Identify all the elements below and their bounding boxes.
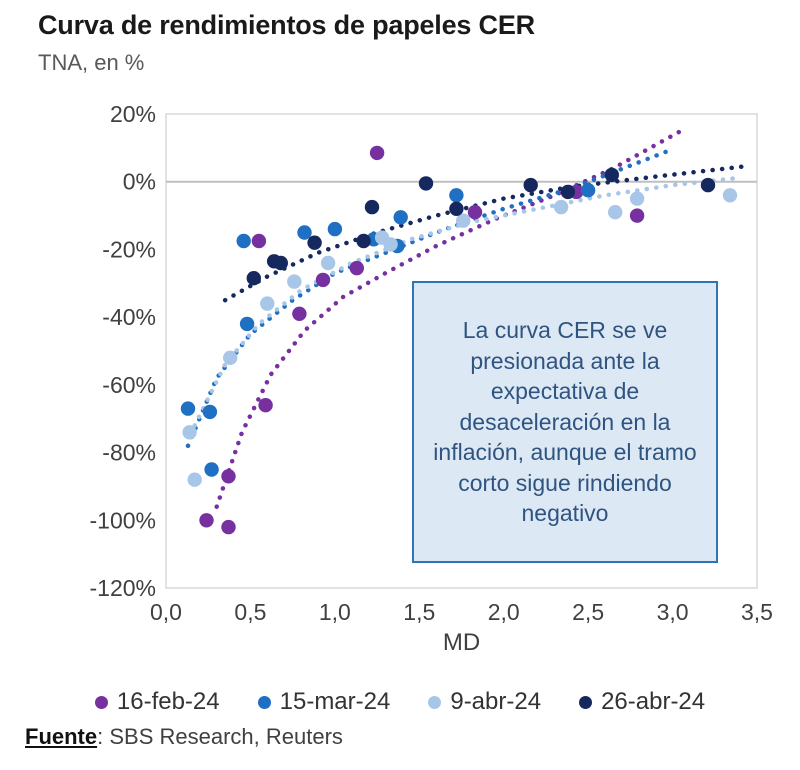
data-point-16-feb-24 <box>199 513 214 528</box>
data-point-15-mar-24 <box>236 233 251 249</box>
data-point-15-mar-24 <box>180 401 196 416</box>
x-tick-label: 0,5 <box>234 599 266 625</box>
data-point-9-abr-24 <box>182 425 197 440</box>
x-tick-label: 1,0 <box>319 599 351 625</box>
data-point-15-mar-24 <box>297 225 312 240</box>
data-point-16-feb-24 <box>292 306 307 321</box>
legend-item-16-feb-24: 16-feb-24 <box>94 688 220 716</box>
annotation-box: La curva CER se ve presionada ante la ex… <box>412 281 718 563</box>
trendline-9-abr-24 <box>192 176 738 428</box>
legend-dot-icon <box>579 695 593 709</box>
data-point-26-abr-24 <box>604 167 619 183</box>
data-point-9-abr-24 <box>553 199 569 215</box>
y-tick-label: 0% <box>123 169 156 195</box>
x-tick-label: 2,0 <box>488 599 520 625</box>
y-tick-label: -120% <box>90 575 156 601</box>
y-tick-label: 20% <box>110 101 156 127</box>
x-axis-label: MD <box>443 629 480 656</box>
data-point-15-mar-24 <box>327 221 343 237</box>
legend-dot-icon <box>94 695 108 709</box>
legend-label: 26-abr-24 <box>601 688 706 715</box>
legend-label: 15-mar-24 <box>279 688 391 715</box>
data-point-16-feb-24 <box>369 145 385 161</box>
data-point-15-mar-24 <box>204 462 219 477</box>
data-point-26-abr-24 <box>700 177 716 193</box>
legend-item-9-abr-24: 9-abr-24 <box>428 688 541 716</box>
data-point-9-abr-24 <box>320 255 336 271</box>
data-point-16-feb-24 <box>629 208 645 223</box>
trendline-16-feb-24 <box>214 128 684 509</box>
data-point-15-mar-24 <box>202 404 218 420</box>
data-point-9-abr-24 <box>722 188 738 203</box>
data-point-15-mar-24 <box>580 183 596 198</box>
y-tick-label: -100% <box>90 507 156 533</box>
source-text: : SBS Research, Reuters <box>97 724 343 749</box>
data-point-16-feb-24 <box>258 398 273 413</box>
legend-item-26-abr-24: 26-abr-24 <box>579 688 705 716</box>
data-point-16-feb-24 <box>467 205 483 220</box>
x-tick-label: 0,0 <box>150 599 182 625</box>
x-tick-label: 2,5 <box>572 599 604 625</box>
data-point-26-abr-24 <box>273 255 288 271</box>
x-tick-label: 3,5 <box>741 599 773 625</box>
data-point-26-abr-24 <box>364 199 380 215</box>
y-tick-label: -40% <box>102 304 156 330</box>
annotation-text: La curva CER se ve presionada ante la ex… <box>433 316 697 527</box>
data-point-16-feb-24 <box>315 272 331 288</box>
data-point-9-abr-24 <box>287 274 302 289</box>
source-note: Fuente: SBS Research, Reuters <box>25 724 343 750</box>
y-tick-label: -80% <box>102 440 156 466</box>
legend-label: 9-abr-24 <box>450 688 542 715</box>
data-point-16-feb-24 <box>349 260 364 276</box>
data-point-16-feb-24 <box>221 469 236 484</box>
x-tick-label: 3,0 <box>657 599 689 625</box>
data-point-9-abr-24 <box>608 205 623 220</box>
x-tick-label: 1,5 <box>403 599 435 625</box>
legend-dot-icon <box>428 695 442 709</box>
data-point-9-abr-24 <box>187 472 202 487</box>
legend-item-15-mar-24: 15-mar-24 <box>257 688 391 716</box>
y-tick-label: -20% <box>102 236 156 262</box>
legend-dot-icon <box>257 695 271 709</box>
data-point-9-abr-24 <box>260 296 275 311</box>
data-point-26-abr-24 <box>356 233 371 249</box>
data-point-16-feb-24 <box>221 519 236 535</box>
data-point-15-mar-24 <box>449 188 464 203</box>
data-point-16-feb-24 <box>251 233 267 249</box>
data-point-26-abr-24 <box>418 176 434 191</box>
legend-label: 16-feb-24 <box>116 688 220 715</box>
data-point-26-abr-24 <box>449 201 464 216</box>
data-point-9-abr-24 <box>383 237 398 252</box>
data-point-26-abr-24 <box>307 235 322 250</box>
page-title: Curva de rendimientos de papeles CER <box>38 10 535 40</box>
data-point-15-mar-24 <box>393 210 408 225</box>
chart-legend: 16-feb-24 15-mar-24 9-abr-24 26-abr-24 <box>0 688 800 716</box>
data-point-26-abr-24 <box>246 271 261 286</box>
data-point-15-mar-24 <box>239 316 255 332</box>
plot-frame <box>165 113 758 589</box>
data-point-9-abr-24 <box>629 191 645 206</box>
chart-subtitle: TNA, en % <box>38 50 145 75</box>
y-tick-label: -60% <box>102 372 156 398</box>
source-label: Fuente <box>25 724 98 749</box>
data-point-9-abr-24 <box>456 213 471 228</box>
data-point-26-abr-24 <box>523 177 538 193</box>
data-point-26-abr-24 <box>560 184 576 200</box>
data-point-9-abr-24 <box>223 350 238 365</box>
